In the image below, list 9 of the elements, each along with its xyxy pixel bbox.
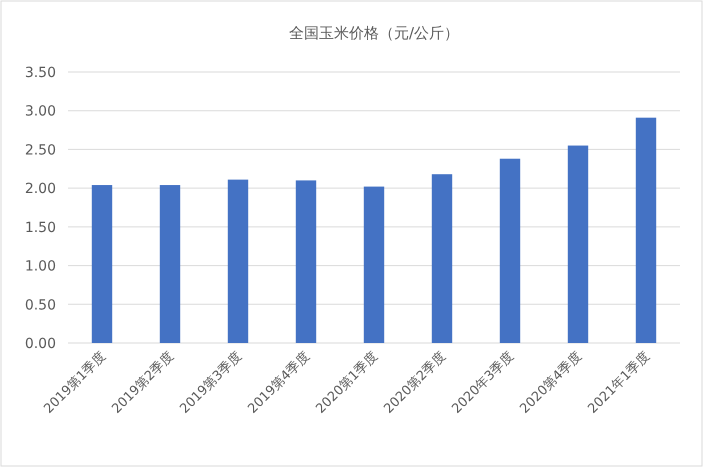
y-tick-label: 0.00 <box>24 336 56 352</box>
y-tick-label: 2.50 <box>24 142 56 158</box>
y-tick-label: 2.00 <box>24 181 56 198</box>
y-tick-label: 3.50 <box>24 65 56 81</box>
y-tick-label: 1.50 <box>24 220 56 236</box>
chart-title: 全国玉米价格（元/公斤） <box>288 24 460 42</box>
y-tick-label: 0.50 <box>24 297 56 314</box>
y-tick-label: 1.00 <box>24 258 56 275</box>
y-tick-label: 3.00 <box>24 104 56 120</box>
